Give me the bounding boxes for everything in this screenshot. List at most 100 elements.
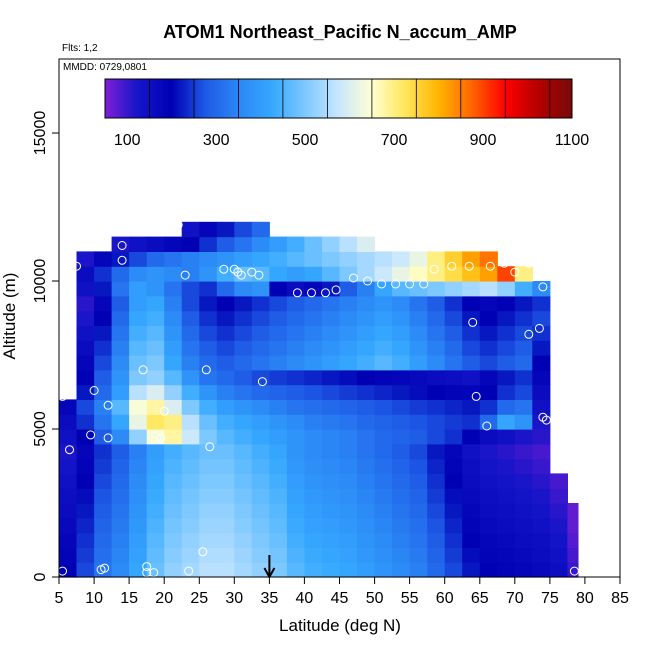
heatmap-cell — [392, 488, 411, 504]
colorbar-segment — [107, 79, 111, 118]
heatmap-cell — [94, 325, 113, 341]
heatmap-cell — [164, 295, 183, 312]
heatmap-cell — [234, 221, 253, 238]
heatmap-cell — [286, 355, 305, 371]
heatmap-cell — [532, 369, 551, 386]
heatmap-cell — [269, 325, 288, 341]
colorbar-segment — [158, 79, 162, 118]
heatmap-cell — [286, 340, 305, 356]
heatmap-cell — [427, 443, 446, 460]
heatmap-cell — [497, 547, 516, 563]
sample-point — [524, 329, 534, 339]
heatmap-cell — [567, 547, 579, 563]
heatmap-cell — [514, 325, 533, 341]
heatmap-cell — [462, 429, 481, 445]
heatmap-cell — [216, 517, 235, 534]
heatmap-cell — [181, 562, 200, 578]
heatmap-cell — [269, 458, 288, 474]
heatmap-cell — [374, 473, 393, 489]
heatmap-cell — [304, 340, 323, 356]
heatmap-cell — [146, 532, 165, 548]
heatmap-cell — [357, 503, 376, 519]
heatmap-cell — [322, 562, 341, 578]
colorbar-segment — [154, 79, 157, 118]
colorbar-segment — [438, 79, 442, 118]
heatmap-cell — [304, 414, 323, 430]
heatmap-cell — [427, 503, 446, 519]
heatmap-cell — [339, 251, 358, 267]
colorbar-segment — [361, 79, 365, 118]
colorbar-segment — [483, 79, 487, 118]
heatmap-cell — [514, 340, 533, 356]
heatmap-cell — [129, 236, 148, 252]
heatmap-cell — [111, 443, 130, 460]
heatmap-cell — [164, 458, 183, 474]
colorbar-segment — [382, 79, 386, 118]
heatmap-cell — [497, 517, 516, 534]
heatmap-cell — [514, 503, 533, 519]
heatmap-cell — [339, 414, 358, 430]
colorbar-segment — [151, 79, 155, 118]
colorbar-segment — [557, 79, 561, 118]
heatmap-cell — [164, 369, 183, 386]
heatmap-cell — [339, 355, 358, 371]
sample-point — [58, 391, 67, 401]
colorbar-segment — [133, 79, 136, 118]
heatmap-cell — [129, 384, 148, 400]
colorbar-segment — [406, 79, 410, 118]
heatmap-cell — [76, 458, 95, 474]
heatmap-cell — [392, 355, 411, 371]
heatmap-cell — [234, 429, 253, 445]
heatmap-cell — [514, 355, 533, 371]
heatmap-cell — [304, 325, 323, 341]
colorbar-segment — [319, 79, 323, 118]
heatmap-cell — [234, 340, 253, 356]
heatmap-cell — [199, 429, 218, 445]
colorbar-segment — [457, 79, 461, 118]
sample-point — [349, 273, 358, 283]
heatmap-cell — [497, 532, 516, 548]
heatmap-cell — [357, 295, 376, 312]
heatmap-cells — [59, 221, 579, 578]
heatmap-cell — [164, 414, 183, 430]
heatmap-cell — [532, 562, 551, 578]
heatmap-cell — [392, 369, 411, 386]
y-tick-label: 0 — [32, 572, 49, 581]
heatmap-cell — [444, 532, 463, 548]
heatmap-cell — [374, 266, 393, 282]
heatmap-cell — [322, 532, 341, 548]
colorbar-segment — [298, 79, 302, 118]
colorbar-segment — [347, 79, 351, 118]
heatmap-cell — [357, 488, 376, 504]
heatmap-cell — [129, 532, 148, 548]
heatmap-cell — [444, 547, 463, 563]
heatmap-cell — [269, 399, 288, 415]
colorbar-segment — [147, 79, 150, 118]
heatmap-cell — [146, 547, 165, 563]
heatmap-cell — [164, 384, 183, 400]
heatmap-cell — [427, 281, 446, 297]
heatmap-cell — [462, 340, 481, 356]
heatmap-cell — [514, 562, 533, 578]
heatmap-cell — [479, 443, 498, 460]
heatmap-cell — [304, 266, 323, 282]
heatmap-cell — [339, 473, 358, 489]
heatmap-cell — [286, 414, 305, 430]
colorbar-segment — [448, 79, 452, 118]
heatmap-cell — [479, 458, 498, 474]
heatmap-cell — [181, 295, 200, 312]
heatmap-cell — [374, 517, 393, 534]
heatmap-cell — [339, 443, 358, 460]
heatmap-cell — [322, 517, 341, 534]
heatmap-cell — [339, 399, 358, 415]
colorbar-segment — [529, 79, 533, 118]
heatmap-cell — [251, 310, 270, 326]
heatmap-cell — [444, 340, 463, 356]
heatmap-cell — [59, 562, 78, 578]
sample-point — [75, 241, 85, 250]
heatmap-cell — [514, 369, 533, 386]
colorbar-segment — [221, 79, 225, 118]
heatmap-cell — [479, 355, 498, 371]
colorbar-segment — [210, 79, 213, 118]
heatmap-cell — [216, 295, 235, 312]
